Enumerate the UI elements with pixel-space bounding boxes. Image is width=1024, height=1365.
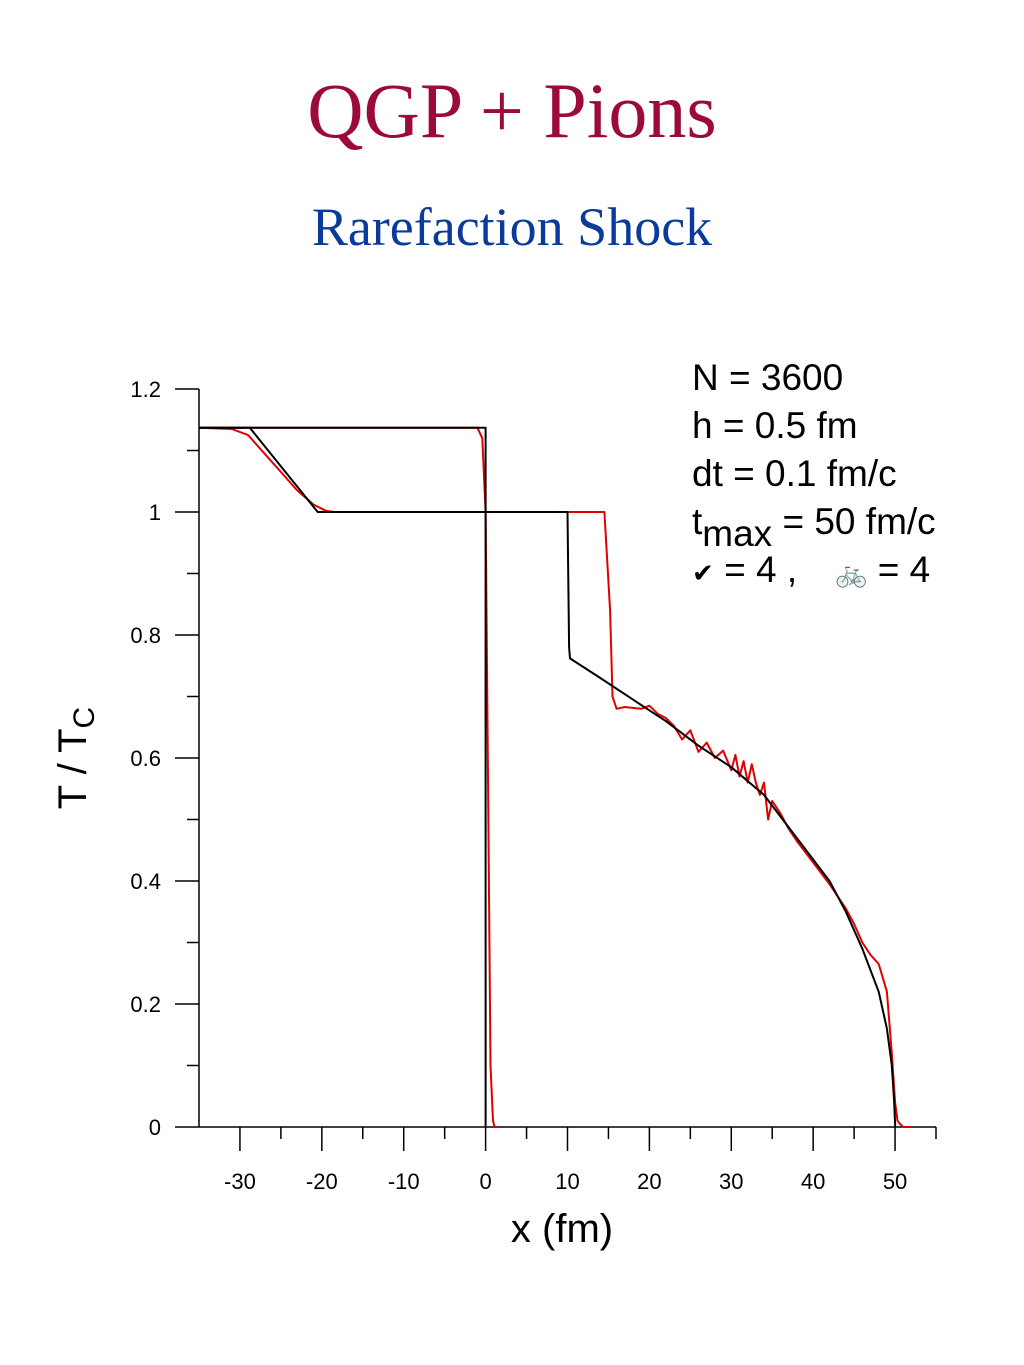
x-tick-label: 20	[637, 1169, 661, 1194]
x-tick-label: -10	[388, 1169, 420, 1194]
x-tick-label: -20	[306, 1169, 338, 1194]
y-axis-label-main: T / T	[51, 728, 95, 809]
param-tmax: tmax = 50 fm/c	[692, 498, 936, 552]
x-tick-label: 40	[801, 1169, 825, 1194]
page-title: QGP + Pions	[307, 67, 717, 154]
y-tick-label: 0	[149, 1115, 161, 1140]
param-tmax-value: = 50 fm/c	[772, 501, 936, 542]
series-line-numerical_front	[199, 426, 498, 1128]
y-tick-label: 1.2	[130, 377, 161, 402]
simulation-parameters: N = 3600 h = 0.5 fm dt = 0.1 fm/c tmax =…	[692, 354, 936, 598]
series-line-exact	[199, 426, 897, 1127]
bicycle-icon: 🚲	[835, 559, 868, 589]
series-line-numerical	[198, 426, 912, 1128]
y-tick-label: 0.2	[130, 992, 161, 1017]
param-sym2-value: = 4	[867, 549, 931, 590]
y-tick-label: 0.8	[130, 623, 161, 648]
y-axis-label: T / TC	[51, 707, 101, 809]
series-line-exact_initial	[199, 426, 487, 1127]
y-tick-label: 1	[149, 500, 161, 525]
y-axis-label-sub: C	[68, 707, 101, 729]
param-sym1-value: = 4 ,	[713, 549, 798, 590]
x-tick-label: 30	[719, 1169, 743, 1194]
check-icon: ✔	[692, 559, 714, 589]
y-tick-label: 0.4	[130, 869, 161, 894]
x-tick-label: 50	[883, 1169, 907, 1194]
param-tmax-t: t	[692, 501, 703, 542]
page-subtitle: Rarefaction Shock	[311, 197, 713, 257]
chart-axes: 0 0.2 0.4 0.6 0.8 1 1.2 -30 -20 -10 0 10 20 30 40 50	[130, 377, 937, 1194]
param-n: N = 3600	[692, 357, 844, 398]
param-kernel: ✔ = 4 , 🚲 = 4	[692, 546, 936, 598]
x-tick-label: 10	[555, 1169, 579, 1194]
x-axis-label: x (fm)	[511, 1207, 613, 1251]
param-dt: dt = 0.1 fm/c	[692, 453, 897, 494]
param-h: h = 0.5 fm	[692, 405, 858, 446]
param-tmax-sub: max	[702, 513, 773, 554]
chart-lines	[198, 426, 912, 1128]
x-tick-label: 0	[479, 1169, 491, 1194]
x-tick-label: -30	[224, 1169, 256, 1194]
y-tick-label: 0.6	[130, 746, 161, 771]
